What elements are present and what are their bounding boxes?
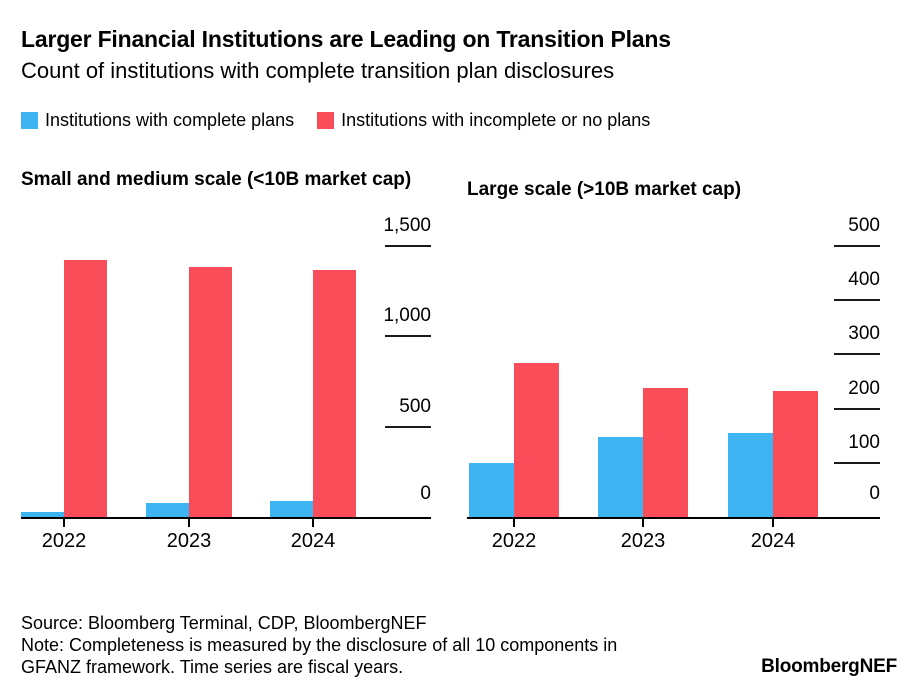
y-tick-line-300 <box>834 353 880 356</box>
chart-title-small-medium: Small and medium scale (<10B market cap) <box>21 169 412 190</box>
legend-item-complete: Institutions with complete plans <box>21 110 294 131</box>
y-tick-label-1000: 1,000 <box>383 305 431 327</box>
bar-complete-2024 <box>728 433 773 517</box>
chart-title-large: Large scale (>10B market cap) <box>467 179 742 200</box>
y-axis: 0 500 1,000 1,500 <box>360 215 431 519</box>
y-tick-line-200 <box>834 407 880 410</box>
y-tick-label-100: 100 <box>848 431 880 453</box>
plot-row: 2022 2023 2024 0 500 1,000 1,500 <box>21 215 431 552</box>
y-tick-line-1000 <box>385 335 431 338</box>
x-tick-2023 <box>188 519 190 527</box>
y-tick-label-500: 500 <box>399 395 431 417</box>
legend-swatch-incomplete <box>317 112 335 129</box>
y-tick-line-500 <box>834 245 880 247</box>
x-label-2024: 2024 <box>290 530 336 552</box>
bar-incomplete-2024 <box>773 391 818 517</box>
x-label-2023: 2023 <box>166 530 212 552</box>
chart-large-scale: Large scale (>10B market cap) 2022 2023 20… <box>467 168 880 568</box>
source-text: Source: Bloomberg Terminal, CDP, Bloombe… <box>21 613 427 633</box>
x-label-2022: 2022 <box>491 530 537 552</box>
page-title: Larger Financial Institutions are Leadin… <box>21 26 671 52</box>
x-tick-2024 <box>312 519 314 527</box>
legend-item-incomplete: Institutions with incomplete or no plans <box>317 110 650 131</box>
x-tick-2024 <box>772 519 774 527</box>
x-tick-2022 <box>63 519 65 527</box>
y-tick-line-500 <box>385 425 431 428</box>
bar-complete-2022 <box>21 512 64 517</box>
footer: Source: Bloomberg Terminal, CDP, Bloombe… <box>21 612 661 678</box>
y-tick-label-400: 400 <box>848 269 880 291</box>
page-subtitle: Count of institutions with complete tran… <box>21 58 615 83</box>
y-tick-line-1500 <box>385 245 431 247</box>
x-tick-2022 <box>513 519 515 527</box>
bar-complete-2024 <box>270 501 313 517</box>
x-label-2023: 2023 <box>620 530 666 552</box>
bar-complete-2023 <box>598 437 643 517</box>
bloombergnef-logo: BloombergNEF <box>761 656 897 677</box>
y-tick-label-200: 200 <box>848 377 880 399</box>
bar-incomplete-2023 <box>643 388 688 517</box>
plot-area: 2022 2023 2024 <box>21 246 360 552</box>
bar-incomplete-2023 <box>189 267 232 517</box>
y-tick-label-0: 0 <box>869 483 880 504</box>
plot-row: 2022 2023 2024 0 100 200 300 400 500 <box>467 215 880 552</box>
y-tick-label-500: 500 <box>848 215 880 236</box>
legend-swatch-complete <box>21 112 38 129</box>
bar-incomplete-2022 <box>514 363 559 517</box>
y-tick-line-100 <box>834 461 880 464</box>
x-label-2022: 2022 <box>41 530 87 552</box>
x-tick-2023 <box>642 519 644 527</box>
x-label-2024: 2024 <box>750 530 796 552</box>
legend-label-incomplete: Institutions with incomplete or no plans <box>341 110 651 130</box>
bar-complete-2022 <box>469 463 514 517</box>
y-axis: 0 100 200 300 400 500 <box>825 215 880 519</box>
y-tick-label-1500: 1,500 <box>383 215 431 236</box>
bar-complete-2023 <box>146 503 189 517</box>
bar-incomplete-2022 <box>64 260 107 517</box>
legend-label-complete: Institutions with complete plans <box>45 110 295 130</box>
y-tick-label-0: 0 <box>420 483 431 504</box>
chart-small-medium-scale: Small and medium scale (<10B market cap)… <box>21 168 431 568</box>
y-tick-label-300: 300 <box>848 323 880 345</box>
bar-incomplete-2024 <box>313 270 356 517</box>
y-tick-line-400 <box>834 299 880 302</box>
note-text: Note: Completeness is measured by the di… <box>21 635 618 677</box>
plot-area: 2022 2023 2024 <box>467 246 825 552</box>
legend: Institutions with complete plans Institu… <box>21 110 650 131</box>
